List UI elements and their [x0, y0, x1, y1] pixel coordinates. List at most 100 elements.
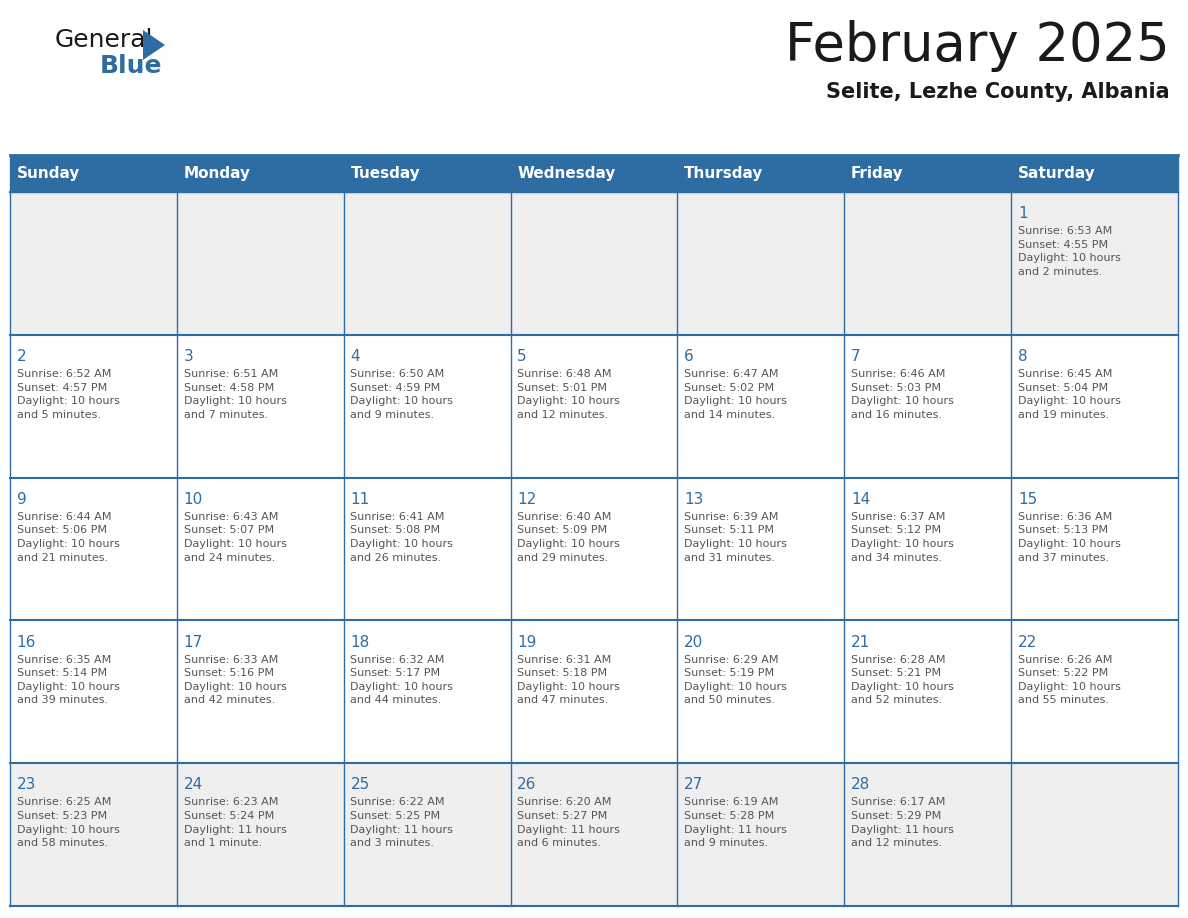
Bar — [845, 477, 1011, 621]
Text: 7: 7 — [851, 349, 860, 364]
Text: Sunrise: 6:41 AM
Sunset: 5:08 PM
Daylight: 10 hours
and 26 minutes.: Sunrise: 6:41 AM Sunset: 5:08 PM Dayligh… — [350, 512, 454, 563]
Text: 12: 12 — [517, 492, 537, 507]
Text: Sunrise: 6:35 AM
Sunset: 5:14 PM
Daylight: 10 hours
and 39 minutes.: Sunrise: 6:35 AM Sunset: 5:14 PM Dayligh… — [17, 655, 120, 705]
Bar — [343, 763, 511, 906]
Bar — [10, 155, 1178, 192]
Bar — [177, 477, 343, 621]
Text: 16: 16 — [17, 634, 36, 650]
Bar — [1011, 477, 1178, 621]
Bar — [677, 477, 845, 621]
Text: Sunrise: 6:37 AM
Sunset: 5:12 PM
Daylight: 10 hours
and 34 minutes.: Sunrise: 6:37 AM Sunset: 5:12 PM Dayligh… — [851, 512, 954, 563]
Text: 24: 24 — [183, 778, 203, 792]
Bar — [1011, 192, 1178, 335]
Text: February 2025: February 2025 — [785, 20, 1170, 72]
Text: Sunrise: 6:40 AM
Sunset: 5:09 PM
Daylight: 10 hours
and 29 minutes.: Sunrise: 6:40 AM Sunset: 5:09 PM Dayligh… — [517, 512, 620, 563]
Bar — [177, 335, 343, 477]
Bar — [845, 763, 1011, 906]
Bar — [10, 477, 177, 621]
Text: Sunrise: 6:19 AM
Sunset: 5:28 PM
Daylight: 11 hours
and 9 minutes.: Sunrise: 6:19 AM Sunset: 5:28 PM Dayligh… — [684, 798, 786, 848]
Text: Wednesday: Wednesday — [517, 166, 615, 181]
Text: Saturday: Saturday — [1018, 166, 1095, 181]
Text: Friday: Friday — [851, 166, 904, 181]
Bar — [677, 192, 845, 335]
Bar — [1011, 621, 1178, 763]
Text: 2: 2 — [17, 349, 26, 364]
Text: 27: 27 — [684, 778, 703, 792]
Text: 5: 5 — [517, 349, 526, 364]
Bar — [511, 335, 677, 477]
Text: Sunrise: 6:33 AM
Sunset: 5:16 PM
Daylight: 10 hours
and 42 minutes.: Sunrise: 6:33 AM Sunset: 5:16 PM Dayligh… — [183, 655, 286, 705]
Text: 3: 3 — [183, 349, 194, 364]
Bar — [1011, 335, 1178, 477]
Bar — [177, 621, 343, 763]
Bar — [343, 477, 511, 621]
Text: 4: 4 — [350, 349, 360, 364]
Text: 20: 20 — [684, 634, 703, 650]
Bar — [1011, 763, 1178, 906]
Text: Sunrise: 6:17 AM
Sunset: 5:29 PM
Daylight: 11 hours
and 12 minutes.: Sunrise: 6:17 AM Sunset: 5:29 PM Dayligh… — [851, 798, 954, 848]
Text: 9: 9 — [17, 492, 26, 507]
Bar — [511, 763, 677, 906]
Text: Sunrise: 6:45 AM
Sunset: 5:04 PM
Daylight: 10 hours
and 19 minutes.: Sunrise: 6:45 AM Sunset: 5:04 PM Dayligh… — [1018, 369, 1120, 420]
Text: 15: 15 — [1018, 492, 1037, 507]
Text: 28: 28 — [851, 778, 870, 792]
Text: Sunrise: 6:44 AM
Sunset: 5:06 PM
Daylight: 10 hours
and 21 minutes.: Sunrise: 6:44 AM Sunset: 5:06 PM Dayligh… — [17, 512, 120, 563]
Bar — [10, 192, 177, 335]
Text: Sunday: Sunday — [17, 166, 80, 181]
Text: 18: 18 — [350, 634, 369, 650]
Text: Monday: Monday — [183, 166, 251, 181]
Bar — [10, 335, 177, 477]
Text: 17: 17 — [183, 634, 203, 650]
Bar — [677, 763, 845, 906]
Text: 22: 22 — [1018, 634, 1037, 650]
Bar — [177, 192, 343, 335]
Text: Sunrise: 6:22 AM
Sunset: 5:25 PM
Daylight: 11 hours
and 3 minutes.: Sunrise: 6:22 AM Sunset: 5:25 PM Dayligh… — [350, 798, 454, 848]
Text: Sunrise: 6:26 AM
Sunset: 5:22 PM
Daylight: 10 hours
and 55 minutes.: Sunrise: 6:26 AM Sunset: 5:22 PM Dayligh… — [1018, 655, 1120, 705]
Text: Thursday: Thursday — [684, 166, 764, 181]
Text: 1: 1 — [1018, 207, 1028, 221]
Text: 14: 14 — [851, 492, 870, 507]
Bar — [343, 621, 511, 763]
Text: Sunrise: 6:47 AM
Sunset: 5:02 PM
Daylight: 10 hours
and 14 minutes.: Sunrise: 6:47 AM Sunset: 5:02 PM Dayligh… — [684, 369, 786, 420]
Text: 10: 10 — [183, 492, 203, 507]
Text: Sunrise: 6:20 AM
Sunset: 5:27 PM
Daylight: 11 hours
and 6 minutes.: Sunrise: 6:20 AM Sunset: 5:27 PM Dayligh… — [517, 798, 620, 848]
Text: Sunrise: 6:32 AM
Sunset: 5:17 PM
Daylight: 10 hours
and 44 minutes.: Sunrise: 6:32 AM Sunset: 5:17 PM Dayligh… — [350, 655, 454, 705]
Text: Sunrise: 6:52 AM
Sunset: 4:57 PM
Daylight: 10 hours
and 5 minutes.: Sunrise: 6:52 AM Sunset: 4:57 PM Dayligh… — [17, 369, 120, 420]
Text: Blue: Blue — [100, 54, 163, 78]
Text: Sunrise: 6:23 AM
Sunset: 5:24 PM
Daylight: 11 hours
and 1 minute.: Sunrise: 6:23 AM Sunset: 5:24 PM Dayligh… — [183, 798, 286, 848]
Text: Sunrise: 6:50 AM
Sunset: 4:59 PM
Daylight: 10 hours
and 9 minutes.: Sunrise: 6:50 AM Sunset: 4:59 PM Dayligh… — [350, 369, 454, 420]
Bar — [511, 621, 677, 763]
Bar — [845, 621, 1011, 763]
Bar — [10, 621, 177, 763]
Text: 19: 19 — [517, 634, 537, 650]
Text: Sunrise: 6:53 AM
Sunset: 4:55 PM
Daylight: 10 hours
and 2 minutes.: Sunrise: 6:53 AM Sunset: 4:55 PM Dayligh… — [1018, 226, 1120, 277]
Text: 6: 6 — [684, 349, 694, 364]
Bar — [677, 621, 845, 763]
Text: Tuesday: Tuesday — [350, 166, 421, 181]
Text: 25: 25 — [350, 778, 369, 792]
Text: Selite, Lezhe County, Albania: Selite, Lezhe County, Albania — [827, 82, 1170, 102]
Bar — [845, 335, 1011, 477]
Text: 11: 11 — [350, 492, 369, 507]
Bar — [511, 477, 677, 621]
Bar — [10, 763, 177, 906]
Bar — [845, 192, 1011, 335]
Text: 13: 13 — [684, 492, 703, 507]
Text: General: General — [55, 28, 153, 52]
Text: 23: 23 — [17, 778, 36, 792]
Text: Sunrise: 6:51 AM
Sunset: 4:58 PM
Daylight: 10 hours
and 7 minutes.: Sunrise: 6:51 AM Sunset: 4:58 PM Dayligh… — [183, 369, 286, 420]
Bar — [677, 335, 845, 477]
Bar — [511, 192, 677, 335]
Polygon shape — [143, 30, 165, 60]
Text: 26: 26 — [517, 778, 537, 792]
Bar — [177, 763, 343, 906]
Text: Sunrise: 6:43 AM
Sunset: 5:07 PM
Daylight: 10 hours
and 24 minutes.: Sunrise: 6:43 AM Sunset: 5:07 PM Dayligh… — [183, 512, 286, 563]
Text: Sunrise: 6:31 AM
Sunset: 5:18 PM
Daylight: 10 hours
and 47 minutes.: Sunrise: 6:31 AM Sunset: 5:18 PM Dayligh… — [517, 655, 620, 705]
Text: 21: 21 — [851, 634, 870, 650]
Text: Sunrise: 6:25 AM
Sunset: 5:23 PM
Daylight: 10 hours
and 58 minutes.: Sunrise: 6:25 AM Sunset: 5:23 PM Dayligh… — [17, 798, 120, 848]
Text: Sunrise: 6:46 AM
Sunset: 5:03 PM
Daylight: 10 hours
and 16 minutes.: Sunrise: 6:46 AM Sunset: 5:03 PM Dayligh… — [851, 369, 954, 420]
Text: Sunrise: 6:36 AM
Sunset: 5:13 PM
Daylight: 10 hours
and 37 minutes.: Sunrise: 6:36 AM Sunset: 5:13 PM Dayligh… — [1018, 512, 1120, 563]
Text: 8: 8 — [1018, 349, 1028, 364]
Text: Sunrise: 6:48 AM
Sunset: 5:01 PM
Daylight: 10 hours
and 12 minutes.: Sunrise: 6:48 AM Sunset: 5:01 PM Dayligh… — [517, 369, 620, 420]
Text: Sunrise: 6:29 AM
Sunset: 5:19 PM
Daylight: 10 hours
and 50 minutes.: Sunrise: 6:29 AM Sunset: 5:19 PM Dayligh… — [684, 655, 786, 705]
